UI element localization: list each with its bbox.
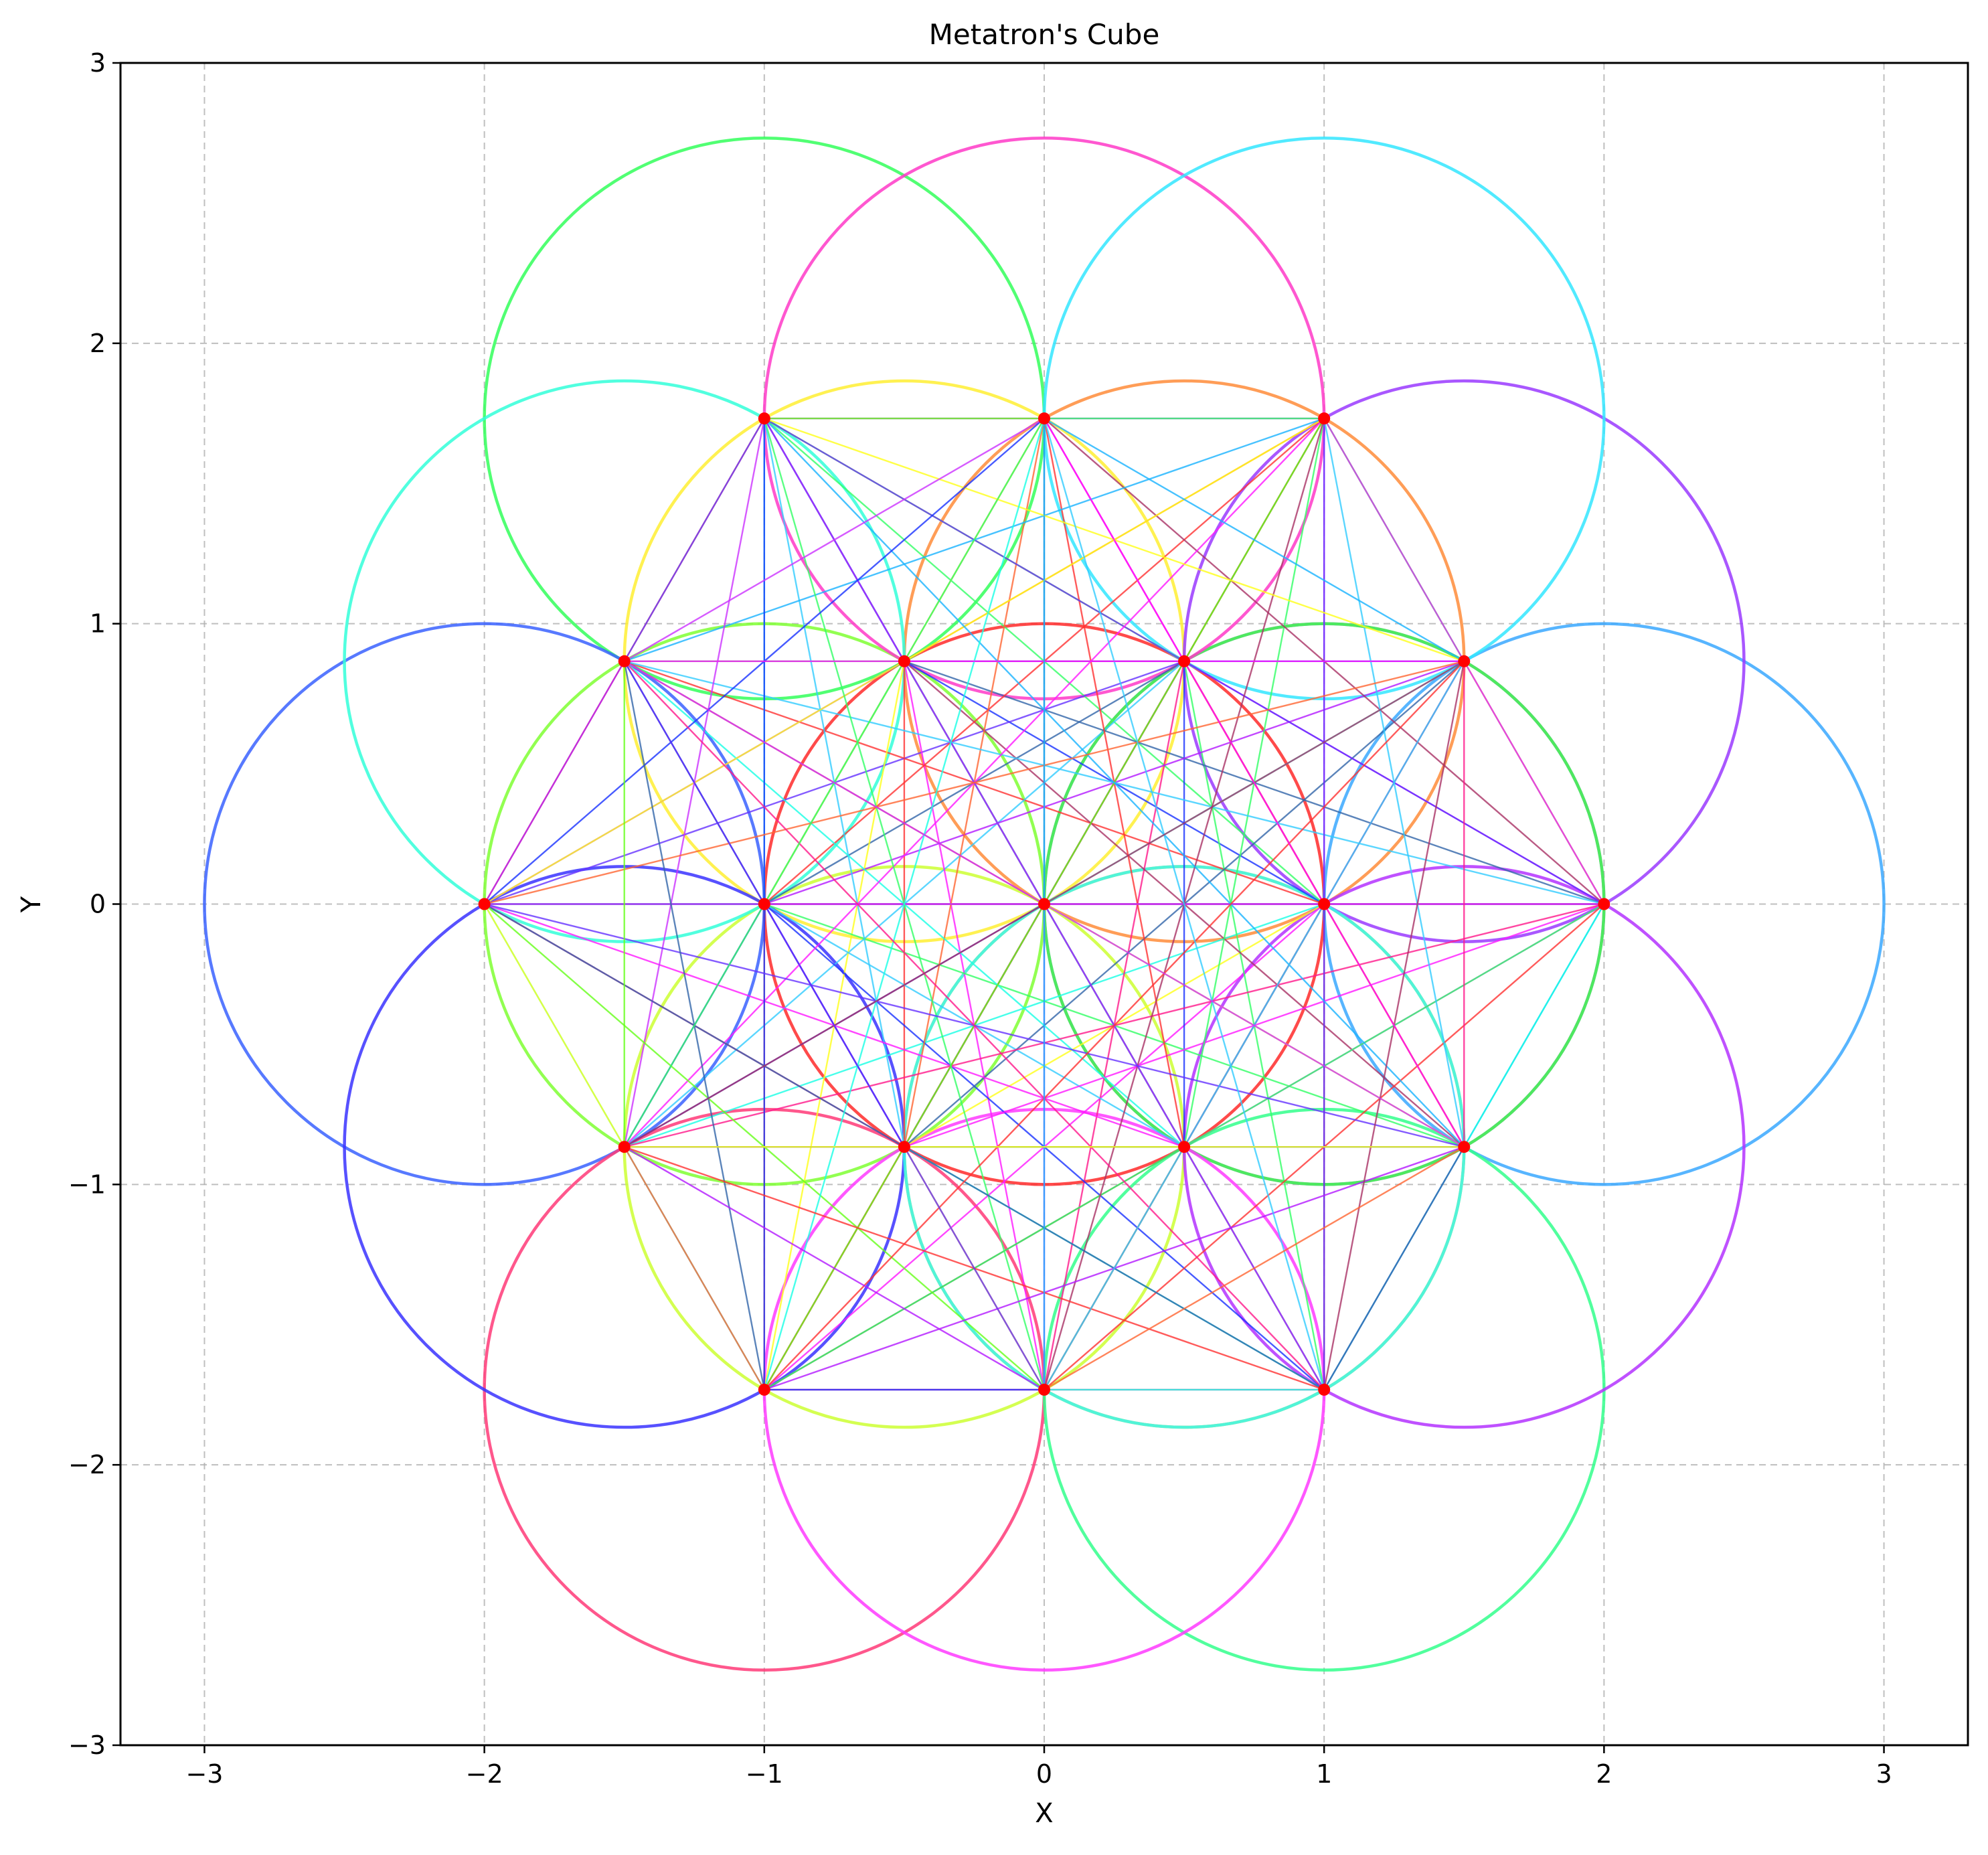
y-tick-label: −3: [68, 1730, 106, 1760]
connector-line: [1463, 661, 1605, 905]
connector-line: [484, 660, 1465, 905]
tick-layer: −3 −2 −1 0 1 2 3 −3 −2 −1 0 1 2 3: [68, 48, 1892, 1789]
vertex-point: [898, 655, 910, 667]
connector-line: [1323, 1146, 1465, 1390]
x-tick-label: 0: [1036, 1759, 1052, 1789]
connector-line: [1463, 903, 1605, 1147]
vertex-point: [1598, 898, 1610, 910]
y-tick-label: 1: [90, 609, 106, 639]
y-axis-label: Y: [16, 896, 47, 913]
connector-line: [1323, 418, 1465, 662]
x-tick-label: 3: [1876, 1759, 1892, 1789]
connector-line: [1044, 418, 1465, 662]
connector-line: [1044, 1146, 1465, 1390]
plot-layer: [203, 136, 1886, 1672]
x-tick-label: 2: [1596, 1759, 1612, 1789]
vertex-point: [1038, 1383, 1050, 1396]
x-tick-label: 1: [1316, 1759, 1332, 1789]
connector-line: [1043, 418, 1465, 1147]
y-tick-label: 2: [90, 329, 106, 358]
vertex-point: [1038, 412, 1050, 425]
vertex-point: [478, 898, 491, 910]
x-tick-label: −3: [185, 1759, 223, 1789]
vertex-point: [1318, 898, 1331, 910]
vertex-point: [758, 898, 770, 910]
vertex-point: [1458, 1141, 1471, 1153]
x-axis-label: X: [1035, 1798, 1053, 1829]
vertex-point: [1178, 1141, 1191, 1153]
connector-line: [763, 418, 1465, 1148]
vertex-point: [898, 1141, 910, 1153]
chart-title: Metatron's Cube: [929, 18, 1160, 51]
vertex-point: [1038, 898, 1050, 910]
connector-line: [624, 418, 1045, 662]
connector-line: [483, 903, 625, 1147]
connector-line: [483, 661, 625, 905]
connector-line: [623, 418, 765, 662]
plot-inner: [203, 136, 1886, 1672]
connector-line: [623, 661, 1046, 1390]
connector-line: [763, 660, 1465, 1390]
x-tick-label: −1: [746, 1759, 783, 1789]
vertex-point: [1458, 655, 1471, 667]
vertex-point: [618, 1141, 631, 1153]
connector-line: [1043, 418, 1325, 1390]
y-tick-label: −1: [68, 1170, 106, 1199]
connector-line: [623, 1146, 765, 1390]
y-tick-label: 3: [90, 48, 106, 78]
y-tick-label: 0: [90, 890, 106, 919]
vertex-point: [1318, 412, 1331, 425]
vertex-point: [758, 412, 770, 425]
connector-line: [623, 660, 1325, 1390]
y-tick-label: −2: [68, 1450, 106, 1479]
vertex-point: [1318, 1383, 1331, 1396]
vertex-point: [758, 1383, 770, 1396]
vertex-point: [618, 655, 631, 667]
vertex-point: [1178, 655, 1191, 667]
connector-line: [624, 1146, 1045, 1390]
connector-line: [763, 418, 1046, 1390]
x-tick-label: −2: [466, 1759, 503, 1789]
